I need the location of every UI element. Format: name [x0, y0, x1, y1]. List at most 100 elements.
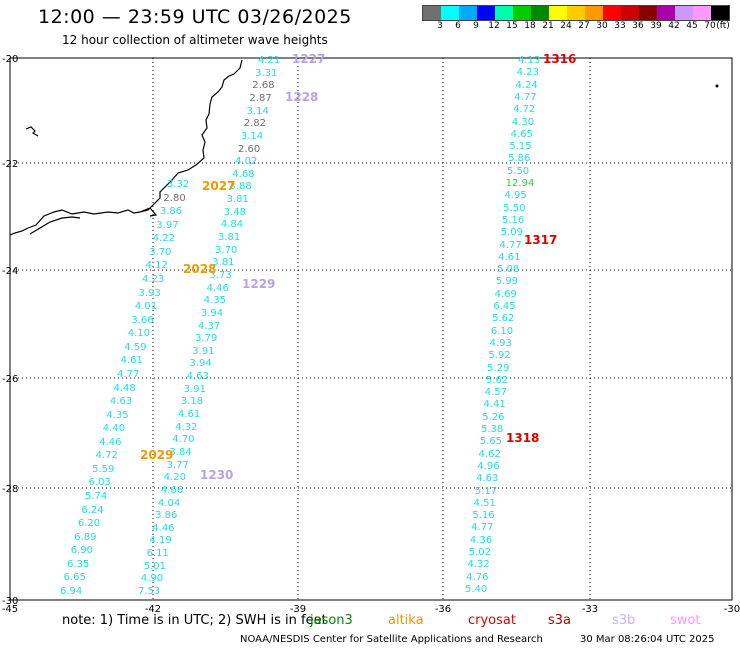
wave-height-value: 4.95	[504, 190, 527, 202]
wave-height-value: 4.62	[478, 448, 501, 460]
wave-height-value: 4.13	[518, 55, 541, 66]
wave-height-value: 3.86	[159, 206, 183, 218]
island-outline	[25, 126, 39, 137]
wave-height-value: 3.32	[167, 179, 190, 190]
wave-height-value: 4.70	[172, 434, 195, 446]
island-dot	[715, 84, 719, 88]
wave-height-value: 4.23	[516, 67, 540, 79]
wave-height-value: 4.93	[489, 337, 512, 349]
pass-label: 2029	[140, 448, 174, 462]
wave-height-value: 2.68	[252, 80, 275, 92]
wave-height-value: 6.20	[77, 518, 101, 530]
wave-height-value: 4.63	[186, 371, 209, 383]
wave-height-value: 4.69	[494, 288, 517, 300]
wave-height-value: 6.35	[67, 558, 90, 570]
legend-label: 24	[560, 21, 572, 31]
wave-height-value: 4.90	[140, 573, 164, 585]
legend-swatch	[657, 6, 675, 20]
legend-label: (ft)	[716, 21, 730, 31]
wave-height-value: 4.12	[145, 260, 168, 272]
legend-swatch	[675, 6, 693, 20]
wave-height-value: 4.46	[99, 436, 122, 448]
wave-height-value: 5.50	[503, 202, 526, 214]
legend-label: 9	[473, 21, 479, 31]
wave-height-value: 3.84	[169, 446, 192, 458]
mission-label: swot	[670, 613, 701, 628]
wave-height-value: 4.77	[514, 91, 537, 103]
wave-height-value: 4.96	[477, 460, 500, 472]
wave-height-value: 3.91	[183, 383, 206, 395]
wave-height-value: 6.10	[490, 325, 514, 337]
legend-label: 27	[578, 21, 590, 31]
wave-height-value: 2.60	[238, 143, 261, 155]
legend-swatch	[603, 6, 621, 20]
lat-tick-label: -28	[2, 484, 18, 495]
wave-height-value: 5.15	[509, 141, 532, 153]
wave-height-value: 4.63	[109, 396, 133, 408]
footer-note: note: 1) Time is in UTC; 2) SWH is in fe…	[62, 613, 327, 628]
legend-swatch	[711, 6, 729, 20]
wave-height-value: 5.99	[495, 276, 519, 288]
mission-label: jason3	[310, 613, 353, 628]
pass-label: 2027	[202, 179, 236, 193]
lon-tick-label: -42	[145, 604, 161, 615]
mission-label: cryosat	[468, 613, 516, 628]
wave-height-value: 4.48	[113, 382, 136, 394]
wave-height-value: 4.46	[152, 522, 175, 534]
wave-height-value: 4.72	[513, 104, 536, 116]
color-legend	[422, 5, 730, 21]
mission-label: s3b	[612, 613, 636, 628]
pass-label: 2028	[183, 262, 217, 276]
footer-credit: NOAA/NESDIS Center for Satellite Applica…	[240, 634, 543, 645]
wave-height-value: 3.77	[166, 459, 189, 471]
lat-tick-label: -20	[2, 54, 18, 65]
wave-height-value: 7.53	[138, 586, 161, 597]
wave-height-value: 6.24	[81, 504, 104, 516]
wave-height-value: 4.63	[476, 473, 499, 485]
legend-swatch	[567, 6, 585, 20]
wave-height-value: 5.08	[497, 264, 520, 276]
wave-height-value: 4.61	[120, 355, 143, 367]
legend-swatch	[459, 6, 477, 20]
wave-height-value: 3.14	[240, 130, 264, 142]
legend-swatch	[693, 6, 711, 20]
legend-swatch	[441, 6, 459, 20]
page-title: 12:00 — 23:59 UTC 03/26/2025	[38, 6, 352, 28]
legend-swatch	[585, 6, 603, 20]
wave-height-value: 3.73	[209, 269, 232, 281]
wave-height-value: 4.20	[163, 472, 186, 484]
pass-label: 1227	[292, 52, 326, 66]
wave-height-value: 5.17	[474, 485, 498, 497]
graticule: -45 -42 -39 -36 -33 -30 -20 -22 -24 -26 -28 -30	[2, 54, 740, 615]
wave-height-value: 4.32	[175, 421, 198, 433]
wave-height-value: 4.21	[258, 55, 281, 66]
legend-label: 12	[488, 21, 500, 31]
wave-height-value: 5.16	[501, 214, 525, 226]
wave-height-value: 4.36	[469, 534, 493, 546]
wave-height-value: 4.22	[152, 233, 175, 245]
wave-height-value: 4.76	[466, 571, 489, 583]
wave-height-value: 3.86	[155, 510, 178, 522]
wave-height-value: 3.66	[131, 314, 154, 326]
legend-label: 39	[650, 21, 662, 31]
wave-height-value: 6.90	[70, 545, 93, 557]
legend-label: 18	[524, 21, 536, 31]
wave-height-value: 5.59	[92, 463, 115, 475]
pass-label: 1316	[543, 52, 577, 66]
wave-height-value: 4.51	[473, 497, 496, 509]
wave-height-value: 5.09	[500, 227, 523, 239]
wave-height-value: 5.26	[482, 411, 505, 423]
wave-height-value: 5.86	[508, 153, 531, 165]
wave-height-value: 4.59	[124, 341, 147, 353]
wave-height-value: 3.14	[246, 105, 269, 117]
map-frame	[9, 57, 733, 601]
pass-label: 1318	[506, 431, 540, 445]
wave-height-value: 4.57	[484, 387, 507, 399]
legend-swatch	[423, 6, 441, 20]
wave-height-value: 3.97	[156, 219, 179, 231]
wave-height-value: 5.62	[485, 374, 509, 386]
wave-height-value: 4.68	[232, 168, 255, 180]
wave-height-value: 4.10	[127, 328, 151, 340]
wave-height-value: 5.38	[481, 424, 504, 436]
